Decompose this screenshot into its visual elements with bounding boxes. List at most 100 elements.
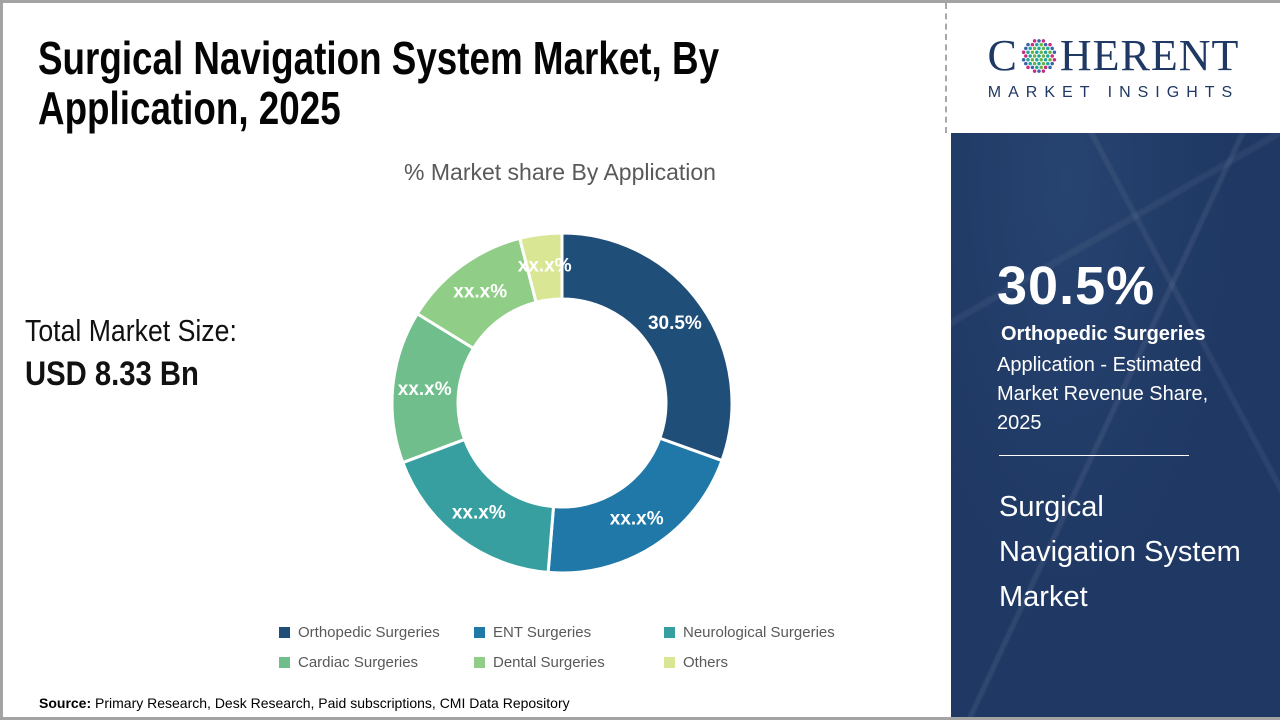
legend-label: Dental Surgeries: [493, 653, 605, 671]
logo-dot: [1052, 50, 1057, 54]
donut-chart-svg: 30.5% xx.x% xx.x% xx.x% xx.x% xx.x%: [390, 231, 734, 575]
highlight-panel: 30.5% Orthopedic Surgeries Application -…: [951, 133, 1280, 717]
page-title: Surgical Navigation System Market, By Ap…: [38, 32, 720, 134]
logo-tagline: MARKET INSIGHTS: [987, 84, 1240, 101]
source-line: Source: Primary Research, Desk Research,…: [39, 695, 570, 711]
source-label: Source:: [39, 695, 92, 711]
logo-prefix: C: [987, 31, 1018, 80]
donut-segment-ent-surgeries: [546, 436, 724, 575]
legend-item-orthopedic-surgeries: Orthopedic Surgeries: [279, 624, 474, 641]
logo-dot: [1034, 50, 1039, 54]
legend-label: Neurological Surgeries: [683, 623, 835, 641]
legend-label: ENT Surgeries: [493, 623, 592, 641]
legend-label: Orthopedic Surgeries: [298, 623, 440, 641]
logo-dot: [1043, 50, 1048, 54]
logo-dot: [1037, 46, 1041, 51]
highlight-description: Application - Estimated Market Revenue S…: [997, 354, 1209, 434]
logo-dot: [1050, 46, 1054, 51]
legend-swatch: [474, 626, 485, 638]
legend-swatch: [474, 656, 485, 668]
logo-dot: [1048, 58, 1052, 62]
logo-dot: [1034, 65, 1039, 70]
logo-dot: [1028, 54, 1032, 58]
highlight-segment-name: Orthopedic Surgeries: [1001, 323, 1206, 345]
logo-dot: [1032, 61, 1037, 66]
highlight-percentage: 30.5%: [997, 256, 1156, 316]
logo-dot: [1041, 61, 1046, 66]
logo-dot: [1026, 65, 1030, 70]
legend-swatch: [279, 656, 290, 668]
legend-swatch: [664, 626, 675, 638]
logo-dot: [1032, 46, 1037, 51]
legend-item-cardiac-surgeries: Cardiac Surgeries: [279, 654, 474, 671]
logo-dot: [1023, 61, 1028, 66]
legend-row: Cardiac Surgeries Dental Surgeries Others: [279, 647, 835, 677]
logo-dot: [1041, 69, 1046, 73]
logo-dot: [1030, 42, 1035, 47]
logo-dot: [1030, 58, 1035, 62]
donut-segment-label: xx.x%: [610, 509, 664, 530]
logo-dot: [1041, 46, 1046, 51]
logo-dot: [1043, 58, 1048, 62]
logo-dot: [1030, 50, 1035, 54]
logo-suffix: HERENT: [1059, 31, 1240, 80]
logo-area: C HERENT MARKET INSIGHTS: [945, 3, 1280, 133]
donut-chart: 30.5% xx.x% xx.x% xx.x% xx.x% xx.x%: [388, 229, 736, 577]
donut-segment-label: xx.x%: [398, 379, 452, 400]
logo-dot: [1050, 54, 1054, 58]
legend-swatch: [279, 626, 290, 638]
legend-label: Cardiac Surgeries: [298, 653, 419, 671]
legend-item-others: Others: [664, 654, 835, 671]
logo-dot: [1043, 65, 1048, 70]
logo-dot: [1037, 69, 1041, 73]
legend-item-ent-surgeries: ENT Surgeries: [474, 624, 664, 641]
logo-dot: [1034, 42, 1039, 47]
logo-dot: [1050, 61, 1054, 66]
logo-dot: [1043, 42, 1048, 47]
logo-dot: [1048, 65, 1052, 70]
panel-divider: [999, 455, 1189, 456]
chart-legend: Orthopedic Surgeries ENT Surgeries Neurolo…: [279, 617, 835, 677]
legend-item-neurological-surgeries: Neurological Surgeries: [664, 624, 835, 641]
total-market-size-label: Total Market Size:: [25, 313, 237, 348]
total-market-size-value: USD 8.33 Bn: [25, 355, 199, 393]
logo-dot: [1039, 58, 1043, 62]
logo-dot: [1045, 46, 1050, 51]
donut-segment-label: xx.x%: [452, 503, 506, 524]
logo-dot: [1021, 58, 1026, 62]
logo-dot: [1032, 69, 1037, 73]
logo-dot: [1037, 61, 1041, 66]
logo-dot: [1026, 50, 1030, 54]
logo-dot: [1045, 61, 1050, 66]
logo-dot: [1048, 42, 1052, 47]
legend-row: Orthopedic Surgeries ENT Surgeries Neurolo…: [279, 617, 835, 647]
panel-market-name: Surgical Navigation System Market: [999, 491, 1241, 613]
logo-dot: [1037, 39, 1041, 43]
logo-dot: [1032, 39, 1037, 43]
logo-dot: [1023, 46, 1028, 51]
legend-item-dental-surgeries: Dental Surgeries: [474, 654, 664, 671]
donut-segment-label: xx.x%: [453, 281, 507, 302]
logo-dot: [1037, 54, 1041, 58]
logo-dot: [1021, 50, 1026, 54]
source-text: Primary Research, Desk Research, Paid su…: [91, 695, 570, 711]
logo-dot: [1023, 54, 1028, 58]
logo-dot: [1041, 39, 1046, 43]
logo-dot: [1028, 46, 1032, 51]
logo-dot: [1032, 54, 1037, 58]
logo-dot: [1039, 50, 1043, 54]
chart-title: % Market share By Application: [404, 159, 716, 185]
logo-dotted-o-icon: [1021, 39, 1057, 73]
donut-segment-orthopedic-surgeries: [560, 231, 734, 463]
logo-dot: [1045, 54, 1050, 58]
donut-segment-label: xx.x%: [518, 256, 572, 277]
logo-dot: [1052, 58, 1057, 62]
logo-dot: [1034, 58, 1039, 62]
total-market-size: Total Market Size: USD 8.33 Bn: [25, 313, 271, 394]
logo-dot: [1030, 65, 1035, 70]
logo-dot: [1048, 50, 1052, 54]
legend-swatch: [664, 656, 675, 668]
logo-dot: [1039, 65, 1043, 70]
logo-dot: [1028, 61, 1032, 66]
logo-dot: [1026, 42, 1030, 47]
